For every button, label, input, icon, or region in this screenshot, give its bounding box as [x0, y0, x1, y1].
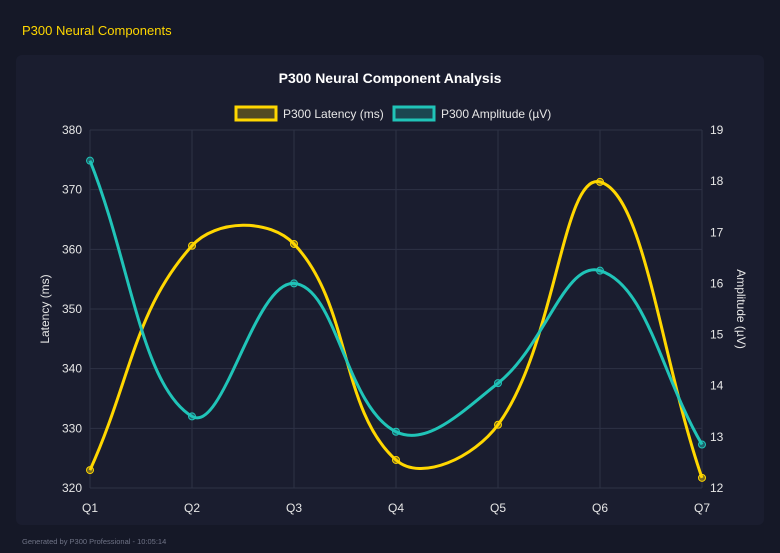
x-tick-label: Q1 — [82, 501, 98, 515]
y-left-tick-label: 340 — [62, 362, 82, 376]
chart-panel — [16, 55, 764, 525]
chart-title: P300 Neural Component Analysis — [279, 70, 502, 86]
app-title: P300 Neural Components — [22, 23, 172, 38]
y-right-tick-label: 18 — [710, 174, 724, 188]
series-line — [88, 160, 704, 446]
x-tick-label: Q5 — [490, 501, 506, 515]
y-left-tick-label: 330 — [62, 421, 82, 435]
data-point — [290, 279, 298, 288]
y-left-tick-label: 350 — [62, 302, 82, 316]
y-right-tick-label: 13 — [710, 430, 724, 444]
series-line — [88, 180, 704, 479]
x-tick-label: Q2 — [184, 501, 200, 515]
legend-label: P300 Amplitude (µV) — [441, 107, 551, 121]
data-point — [86, 156, 94, 165]
data-point — [698, 440, 706, 449]
y-right-tick-label: 14 — [710, 379, 724, 393]
legend-swatch — [392, 105, 436, 122]
data-point — [86, 466, 94, 475]
x-tick-label: Q3 — [286, 501, 302, 515]
data-point — [596, 266, 604, 275]
data-point — [188, 412, 196, 421]
y-right-tick-label: 15 — [710, 328, 724, 342]
y-left-tick-label: 360 — [62, 242, 82, 256]
y-right-tick-label: 12 — [710, 481, 724, 495]
data-point — [698, 473, 706, 482]
y-right-axis-label: Amplitude (µV) — [734, 269, 748, 349]
x-tick-label: Q6 — [592, 501, 608, 515]
y-left-tick-label: 380 — [62, 123, 82, 137]
legend-label: P300 Latency (ms) — [283, 107, 384, 121]
footer-text: Generated by P300 Professional - 10:05:1… — [22, 537, 167, 546]
legend-swatch — [234, 105, 278, 122]
data-point — [392, 455, 400, 464]
data-point — [494, 379, 502, 388]
y-left-tick-label: 320 — [62, 481, 82, 495]
data-point — [494, 420, 502, 429]
y-left-axis-label: Latency (ms) — [38, 274, 52, 343]
x-tick-label: Q4 — [388, 501, 404, 515]
y-left-tick-label: 370 — [62, 183, 82, 197]
data-point — [392, 427, 400, 436]
y-right-tick-label: 19 — [710, 123, 724, 137]
data-point — [290, 239, 298, 248]
y-right-tick-label: 16 — [710, 276, 724, 290]
data-point — [596, 177, 604, 186]
x-tick-label: Q7 — [694, 501, 710, 515]
y-right-tick-label: 17 — [710, 225, 724, 239]
data-point — [188, 241, 196, 250]
